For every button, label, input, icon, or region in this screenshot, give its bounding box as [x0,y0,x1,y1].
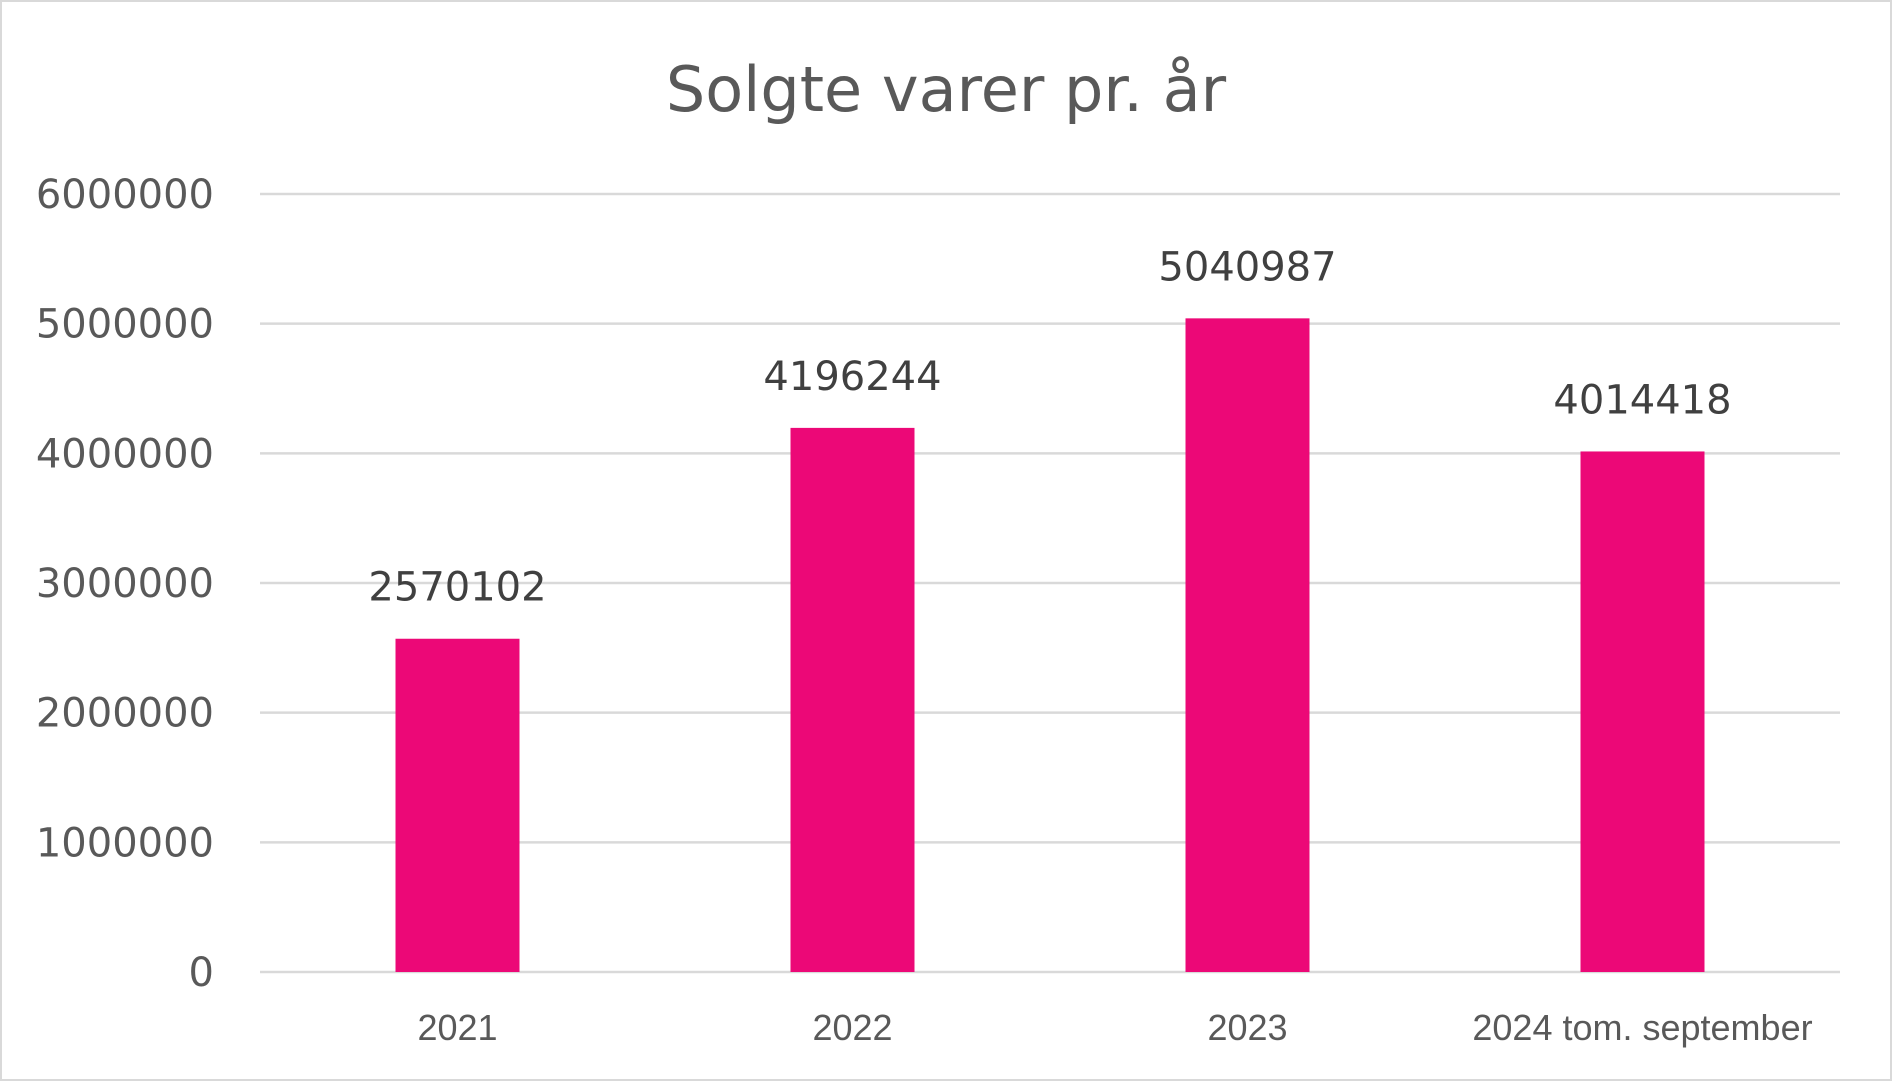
bar [395,638,520,972]
gridlines [260,192,1840,974]
chart-title: Solgte varer pr. år [665,53,1227,126]
y-tick-label: 4000000 [36,431,214,477]
data-labels: 2570102 4196244 5040987 4014418 [368,244,1731,610]
y-tick-label: 2000000 [36,691,214,737]
y-tick-label: 5000000 [36,302,214,348]
y-tick-label: 6000000 [36,172,214,218]
data-label: 4014418 [1553,377,1731,423]
data-label: 5040987 [1158,244,1336,290]
x-axis-tick-labels: 2021 2022 2023 2024 tom. september [417,1007,1812,1048]
y-axis-tick-labels: 0 1000000 2000000 3000000 4000000 5000000 6000… [36,172,214,996]
data-label: 2570102 [368,565,546,611]
bar [790,427,915,972]
bar [1580,451,1705,972]
y-tick-label: 3000000 [36,561,214,607]
x-tick-label: 2021 [417,1007,497,1048]
data-label: 4196244 [763,354,941,400]
y-tick-label: 0 [189,950,214,996]
x-tick-label: 2024 tom. september [1472,1007,1812,1048]
bars [395,318,1705,972]
bar [1185,318,1310,972]
y-tick-label: 1000000 [36,820,214,866]
x-tick-label: 2022 [812,1007,892,1048]
x-tick-label: 2023 [1207,1007,1287,1048]
